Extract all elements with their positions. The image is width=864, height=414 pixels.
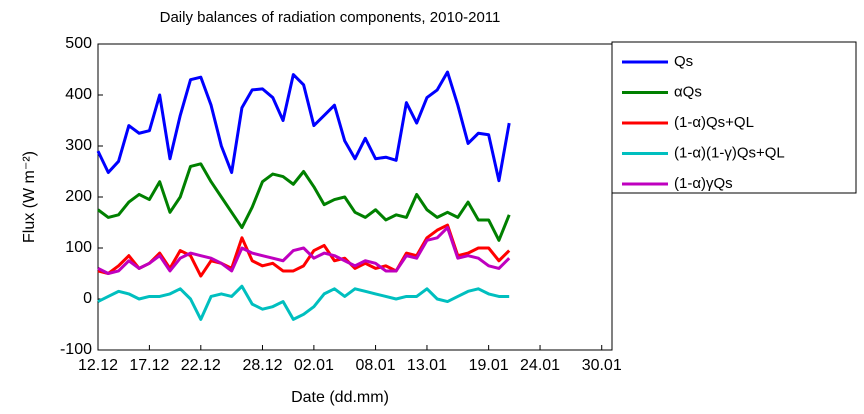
x-tick-label: 19.01	[469, 357, 509, 374]
series-line	[97, 162, 511, 242]
x-axis-label: Date (dd.mm)	[291, 389, 389, 406]
y-tick-label: 0	[83, 290, 92, 307]
y-tick-label: 200	[65, 188, 92, 205]
legend-label: (1-α)(1-γ)Qs+QL	[674, 144, 785, 161]
legend-label: (1-α)γQs	[674, 175, 733, 192]
y-axis-label: Flux (W m⁻²)	[21, 151, 38, 243]
y-tick-label: 500	[65, 35, 92, 52]
y-tick-label: 100	[65, 239, 92, 256]
x-tick-label: 02.01	[294, 357, 334, 374]
series-line	[96, 70, 511, 183]
legend-label: Qs	[674, 53, 693, 70]
x-tick-label: 30.01	[582, 357, 622, 374]
plot-frame	[97, 43, 613, 351]
y-tick-label: 400	[65, 86, 92, 103]
x-tick-label: 22.12	[181, 357, 221, 374]
y-tick-label: 300	[65, 137, 92, 154]
legend-label: αQs	[674, 83, 702, 100]
x-tick-label: 28.12	[242, 357, 282, 374]
x-tick-label: 13.01	[407, 357, 447, 374]
x-tick-label: 24.01	[520, 357, 560, 374]
series-line	[97, 284, 510, 321]
chart-title: Daily balances of radiation components, …	[160, 9, 501, 26]
x-tick-label: 12.12	[78, 357, 118, 374]
legend-label: (1-α)Qs+QL	[674, 114, 754, 131]
y-tick-label: -100	[60, 341, 92, 358]
x-tick-label: 17.12	[129, 357, 169, 374]
series-line	[97, 226, 511, 275]
x-tick-label: 08.01	[356, 357, 396, 374]
legend-box	[611, 41, 857, 194]
